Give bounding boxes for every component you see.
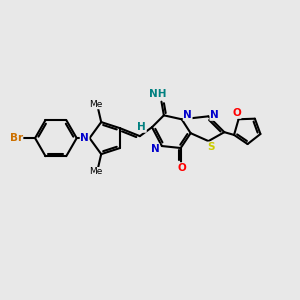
- Text: O: O: [177, 163, 186, 173]
- Text: Br: Br: [10, 133, 23, 143]
- Text: N: N: [151, 144, 159, 154]
- Text: Me: Me: [90, 100, 103, 109]
- Text: N: N: [210, 110, 219, 120]
- Text: N: N: [80, 133, 89, 143]
- Text: NH: NH: [149, 89, 166, 99]
- Text: H: H: [137, 122, 146, 132]
- Text: O: O: [232, 108, 241, 118]
- Text: N: N: [183, 110, 192, 120]
- Text: Me: Me: [90, 167, 103, 176]
- Text: S: S: [208, 142, 215, 152]
